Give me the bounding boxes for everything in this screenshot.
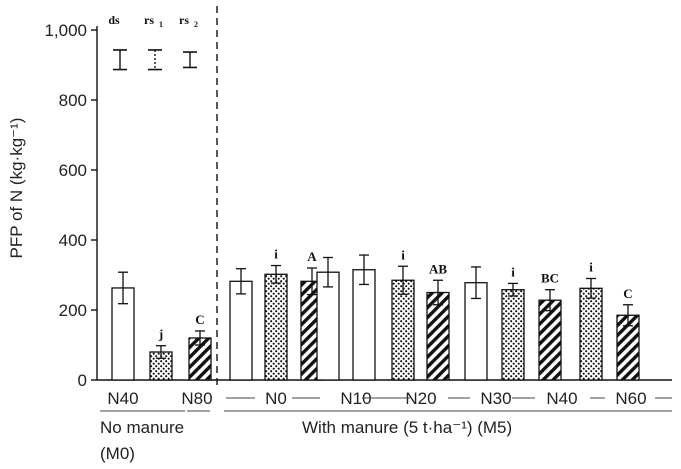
y-tick-label: 1,000	[44, 21, 87, 40]
significance-letter: AB	[429, 261, 447, 276]
bar-dotted	[579, 287, 603, 381]
y-tick-label: 0	[78, 371, 87, 390]
sig-bar-label: rs	[144, 13, 154, 27]
bar-open	[316, 271, 340, 381]
x-category-label: N20	[405, 389, 436, 408]
x-category-labels: N40 N80 N0 N10 N20 N30 N40 N60	[100, 389, 672, 412]
sig-bar-label-subscript: 1	[159, 20, 163, 29]
significance-letter: i	[589, 260, 593, 275]
x-category-label: N0	[265, 389, 287, 408]
y-axis-label: PFP of N (kg·kg⁻¹)	[7, 118, 26, 259]
significance-bars: ds rs 1 rs 2	[108, 13, 198, 71]
y-tick-label: 800	[59, 91, 87, 110]
y-tick-label: 600	[59, 161, 87, 180]
y-tick-label: 200	[59, 301, 87, 320]
x-category-label: N60	[615, 389, 646, 408]
section-label-no-manure-code: (M0)	[100, 444, 135, 463]
significance-letter: i	[274, 247, 278, 262]
bar-open	[352, 269, 376, 381]
bar-open	[229, 280, 253, 381]
sig-bar-label: ds	[108, 13, 120, 27]
bar-dotted	[501, 289, 525, 381]
sig-bar-label-subscript: 2	[194, 20, 198, 29]
x-category-label: N40	[546, 389, 577, 408]
x-category-label: N80	[181, 389, 212, 408]
bar-dotted	[391, 279, 415, 381]
bar-dotted	[264, 273, 288, 381]
significance-letter: C	[195, 312, 204, 327]
x-category-label: N40	[107, 389, 138, 408]
x-category-label: N30	[480, 389, 511, 408]
significance-letter: C	[623, 286, 632, 301]
significance-letter: A	[307, 249, 317, 264]
significance-letter: j	[158, 327, 163, 342]
sig-bar-label: rs	[179, 13, 189, 27]
y-tick-label: 400	[59, 231, 87, 250]
significance-letter: i	[511, 264, 515, 279]
section-label-no-manure: No manure	[100, 418, 184, 437]
x-category-label: N10	[340, 389, 371, 408]
section-label-with-manure: With manure (5 t·ha⁻¹) (M5)	[302, 418, 512, 437]
significance-letter: BC	[541, 271, 559, 286]
bar-hatched	[538, 299, 562, 381]
significance-letter: i	[401, 247, 405, 262]
bar-hatched	[426, 291, 450, 381]
